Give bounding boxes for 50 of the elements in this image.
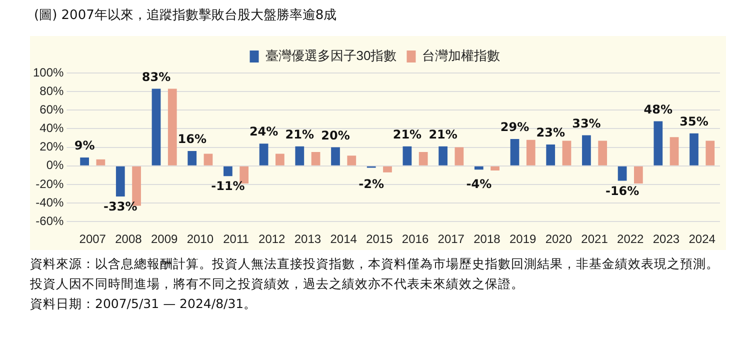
data-label: 29% xyxy=(500,120,530,134)
data-label: 24% xyxy=(249,124,278,139)
data-label: 16% xyxy=(178,132,206,146)
x-tick-label: 2021 xyxy=(581,232,608,246)
x-tick-label: 2012 xyxy=(258,232,286,246)
x-tick-label: 2020 xyxy=(545,232,572,246)
text: 資料日期：2007/5/31 — 2024/8/31。 xyxy=(30,295,258,313)
data-label: 21% xyxy=(285,127,314,142)
data-label: 9% xyxy=(74,138,95,153)
y-tick-label: -40% xyxy=(36,195,64,210)
x-tick-label: 2017 xyxy=(438,232,465,246)
y-tick-label: 20% xyxy=(40,140,64,154)
data-label: 20% xyxy=(321,128,350,142)
legend-label: 臺灣優選多因子30指數 xyxy=(265,48,397,64)
x-tick-label: 2014 xyxy=(330,232,358,246)
y-tick-label: 80% xyxy=(40,84,64,98)
x-tick-label: 2018 xyxy=(474,232,501,246)
x-tick-label: 2013 xyxy=(294,232,322,246)
y-tick-label: 40% xyxy=(40,121,64,136)
chart-title: (圖) 2007年以來，追蹤指數擊敗台股大盤勝率逾8成 xyxy=(34,7,337,24)
data-label: -2% xyxy=(358,177,384,191)
x-tick-label: 2015 xyxy=(366,232,394,246)
x-tick-label: 2009 xyxy=(150,232,178,246)
y-tick-label: 100% xyxy=(32,65,64,80)
y-tick-label: -60% xyxy=(36,214,64,228)
data-label: -11% xyxy=(211,179,245,194)
x-tick-label: 2007 xyxy=(79,232,106,246)
data-label: 33% xyxy=(572,116,601,130)
x-tick-label: 2023 xyxy=(652,232,680,246)
data-label: 48% xyxy=(644,102,673,116)
x-tick-label: 2011 xyxy=(223,232,250,246)
data-label: 21% xyxy=(392,127,422,142)
source-note: 資料來源：以含息總報酬計算。投資人無法直接投資指數，本資料僅為市場歷史指數回測結果，非基金績效表現之預測。投資人因不同時間進場，將有不同之投資績效，過去之績效亦不代表未來績效之保證。 xyxy=(30,255,720,293)
x-tick-label: 2008 xyxy=(115,232,142,246)
data-label: -16% xyxy=(605,184,640,198)
data-label: -33% xyxy=(104,200,138,214)
y-tick-label: 60% xyxy=(40,102,64,116)
data-label: 83% xyxy=(142,70,171,84)
data-label: 35% xyxy=(680,114,708,128)
legend-label: 台灣加權指數 xyxy=(422,48,500,64)
data-label: -4% xyxy=(466,177,492,191)
x-tick-label: 2010 xyxy=(186,232,214,246)
x-tick-label: 2024 xyxy=(688,232,716,246)
y-tick-label: -20% xyxy=(36,176,64,191)
y-tick-label: 0% xyxy=(46,158,64,172)
x-tick-label: 2022 xyxy=(617,232,644,246)
x-tick-label: 2019 xyxy=(509,232,536,246)
x-tick-label: 2016 xyxy=(402,232,429,246)
data-label: 23% xyxy=(536,126,565,140)
data-label: 21% xyxy=(428,127,458,142)
